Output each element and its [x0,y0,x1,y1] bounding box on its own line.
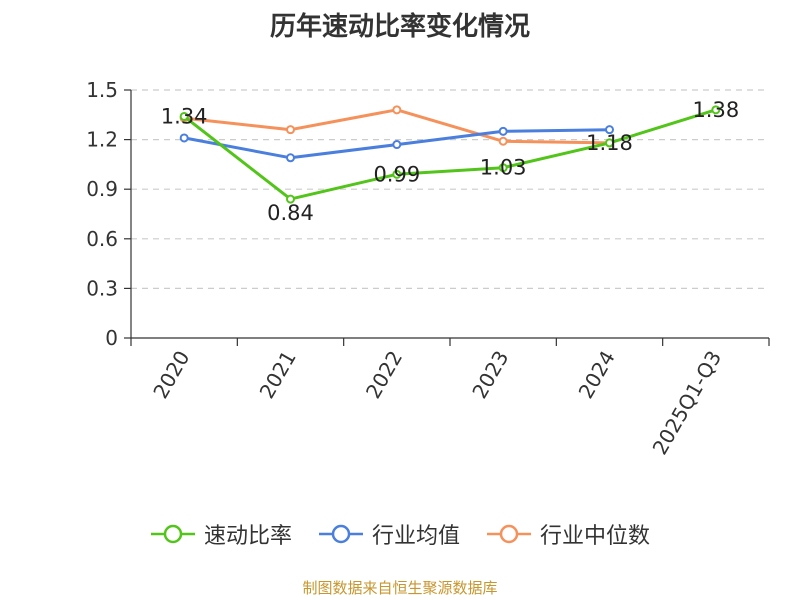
x-tick-label: 2022 [361,347,407,403]
legend-item-industry-median[interactable]: 行业中位数 [486,518,650,550]
data-point-quick_ratio-2 [392,169,402,179]
data-point-quick_ratio-4 [605,138,614,148]
series-line-quick_ratio [183,108,717,201]
data-label-quick-ratio-3: 1.03 [480,156,527,180]
data-point-quick_ratio-1 [286,194,295,204]
x-tick-label: 2020 [148,347,194,403]
legend-item-quick-ratio[interactable]: 速动比率 [150,518,292,550]
data-point-quick_ratio-0 [179,111,189,121]
legend-marker-industry-median [487,524,531,544]
data-point-industry_avg-2 [392,140,402,150]
axes: 0 0.3 0.6 0.9 1.2 1.5 2020 2021 2022 2023 2024 2025… [86,78,770,459]
legend-label-industry-avg: 行业均值 [371,524,460,549]
line-chart: 0 0.3 0.6 0.9 1.2 1.5 2020 2021 2022 2023 2024 2025… [86,78,770,459]
y-tick-label: 1.5 [86,78,118,102]
x-tick-label: 2023 [467,346,513,402]
y-tick-label: 0.6 [86,227,118,251]
data-label-quick-ratio-2: 0.99 [373,162,420,186]
data-point-industry_avg-0 [179,133,189,143]
data-labels: 1.34 0.84 0.99 1.03 1.18 1.38 [161,98,739,225]
x-tick-label: 2024 [574,347,620,403]
y-tick-label: 0 [105,326,118,350]
chart-title: 历年速动比率变化情况 [269,12,530,42]
legend-marker-quick-ratio [150,524,195,544]
x-tick-label: 2021 [255,347,301,403]
legend: 速动比率 行业均值 行业中位数 [0,518,800,550]
source-note: 制图数据来自恒生聚源数据库 [302,579,498,597]
data-point-quick_ratio-3 [498,163,508,173]
legend-item-industry-avg[interactable]: 行业均值 [318,518,460,550]
legend-label-industry-median: 行业中位数 [540,524,651,549]
legend-marker-industry-avg [318,524,363,544]
data-label-quick-ratio-0: 1.34 [161,104,208,128]
data-point-quick_ratio-5 [711,105,721,115]
data-point-industry_avg-3 [498,126,508,136]
data-point-industry_median-1 [286,125,295,135]
data-point-industry_median-2 [392,105,402,115]
y-tick-label: 1.2 [86,128,118,152]
data-point-industry_avg-4 [605,125,614,135]
grid-lines [131,89,769,289]
series-line-industry_median [184,108,610,145]
legend-label-quick-ratio: 速动比率 [203,524,292,549]
data-label-quick-ratio-4: 1.18 [586,131,633,155]
y-tick-label: 0.9 [86,177,118,201]
data-label-quick-ratio-5: 1.38 [692,98,739,122]
data-point-industry_avg-1 [286,153,295,163]
x-tick-label: 2025Q1-Q3 [647,347,726,459]
data-point-industry_median-3 [498,136,508,146]
data-label-quick-ratio-1: 0.84 [267,201,314,225]
series-lines [179,105,721,204]
y-tick-label: 0.3 [86,276,118,300]
